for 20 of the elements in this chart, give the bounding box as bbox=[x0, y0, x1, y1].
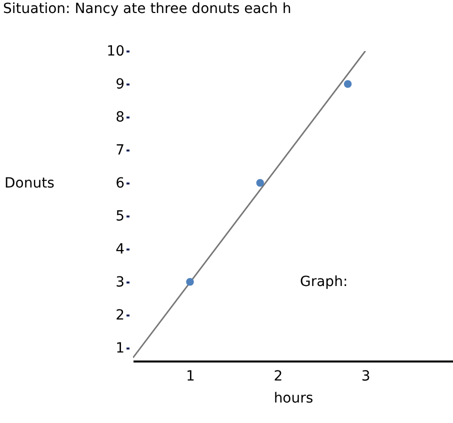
y-axis-title: Donuts bbox=[4, 175, 54, 192]
x-tick-label: 2 bbox=[274, 368, 283, 384]
point bbox=[256, 179, 264, 187]
chart-title: Situation: Nancy ate three donuts each h bbox=[3, 1, 292, 17]
y-tick-label: 10 bbox=[106, 44, 124, 60]
y-tick-label: 2 bbox=[116, 307, 124, 324]
x-tick-label: 3 bbox=[361, 368, 370, 384]
y-tick-label: 1 bbox=[116, 340, 124, 356]
y-tick-label: 5 bbox=[116, 208, 124, 224]
y-tick-label: 4 bbox=[116, 241, 125, 258]
y-tick-label: 7 bbox=[116, 142, 124, 158]
y-tick-label: 8 bbox=[116, 109, 124, 126]
y-tick-label: 9 bbox=[116, 76, 124, 92]
annotation: Graph: bbox=[300, 274, 348, 290]
x-axis-title: hours bbox=[274, 390, 314, 406]
point bbox=[186, 278, 194, 286]
y-tick-label: 3 bbox=[116, 274, 124, 290]
x-tick-label: 1 bbox=[186, 368, 195, 384]
y-tick-label: 6 bbox=[116, 175, 125, 192]
point bbox=[344, 80, 352, 88]
